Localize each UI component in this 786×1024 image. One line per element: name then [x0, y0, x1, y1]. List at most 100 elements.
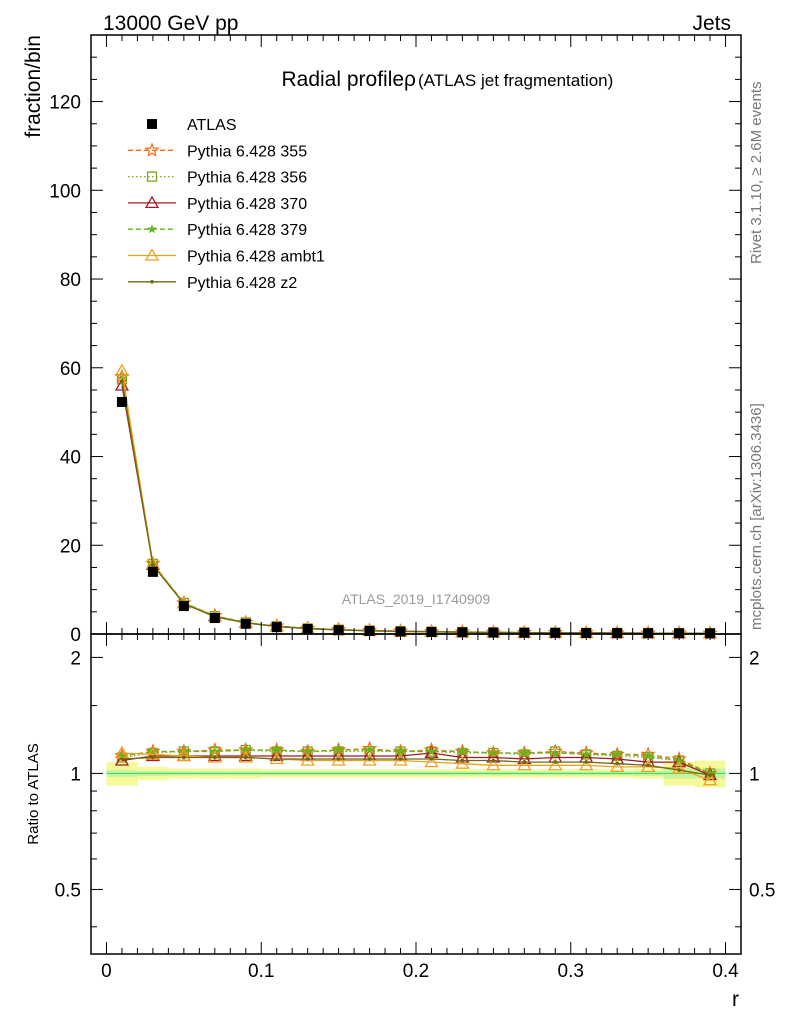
ratio-data-point	[393, 753, 408, 766]
ratio-data-point	[302, 746, 313, 756]
process-label: Jets	[692, 12, 731, 35]
ratio-data-point	[176, 748, 191, 762]
ratio-data-point	[333, 745, 344, 755]
ratio-data-point	[300, 753, 315, 766]
data-point	[114, 363, 130, 377]
data-point	[151, 563, 155, 568]
ratio-data-point	[612, 749, 622, 759]
legend-marker	[147, 119, 157, 129]
ratio-data-point	[336, 757, 341, 761]
legend: ATLAS Pythia 6.428 355 Pythia 6.428 356 Pyt…	[128, 117, 325, 292]
ratio-data-point	[398, 757, 403, 761]
legend-label: Pythia 6.428 z2	[187, 275, 297, 292]
ratio-xlabel: r	[732, 988, 739, 1011]
data-point	[114, 378, 130, 391]
ratio-data-point	[553, 760, 558, 764]
ratio-series-line	[121, 752, 711, 776]
y-tick-label-right: 1	[749, 764, 760, 785]
y-tick-label: 1	[70, 764, 81, 785]
ratio-panel: 0.5 0.5 1 1 2 2 0 0.1 0.2 0.3 0.4 Ratio to ATLAS r	[25, 633, 775, 1011]
ratio-data-point	[148, 746, 158, 756]
ratio-data-point	[426, 746, 437, 756]
ratio-data-point	[395, 746, 406, 756]
y-tick-label: 60	[60, 359, 81, 380]
data-point	[209, 613, 220, 624]
legend-marker	[150, 280, 154, 284]
x-tick-label: 0	[101, 961, 112, 982]
ratio-data-point	[243, 755, 248, 760]
ratio-axis-ticks: 0.5 0.5 1 1 2 2 0 0.1 0.2 0.3 0.4	[55, 634, 775, 982]
ratio-data-point	[457, 746, 468, 756]
main-panel: ATLAS_2019_I1740909 0 20 40 60 80 100 120 frac…	[22, 34, 742, 646]
x-tick-label: 0.1	[248, 961, 274, 982]
ratio-data-point	[584, 760, 589, 764]
y-tick-label: 40	[60, 448, 81, 469]
chart-title-main: Radial profileρ	[281, 68, 416, 91]
ratio-data-point	[429, 757, 434, 761]
y-tick-label-right: 0.5	[749, 880, 775, 901]
data-point	[120, 379, 124, 383]
ratio-data-point	[151, 755, 155, 760]
x-tick-label: 0.2	[403, 961, 429, 982]
ratio-data-point	[674, 755, 684, 765]
data-point	[178, 601, 189, 612]
ratio-series-line	[121, 749, 711, 774]
ratio-data-point	[362, 753, 377, 766]
ratio-data-point	[519, 748, 530, 757]
mcplots-label: mcplots.cern.ch [arXiv:1306.3436]	[748, 403, 765, 630]
y-tick-label: 0.5	[55, 880, 81, 901]
legend-label: Pythia 6.428 379	[187, 222, 307, 239]
chart-title-sub: (ATLAS jet fragmentation)	[418, 71, 613, 90]
ratio-data-point	[238, 748, 253, 762]
ratio-data-point	[548, 757, 563, 771]
ratio-data-point	[671, 761, 687, 774]
ratio-data-point	[424, 754, 439, 768]
ratio-data-point	[241, 745, 251, 755]
x-tick-label: 0.3	[558, 961, 584, 982]
ratio-data-point	[550, 748, 560, 757]
ratio-data-point	[331, 753, 346, 766]
legend-marker	[147, 224, 157, 234]
y-tick-label: 20	[60, 536, 81, 557]
data-point	[147, 566, 158, 577]
main-axis-ticks: 0 20 40 60 80 100 120	[49, 34, 741, 646]
y-tick-label: 80	[60, 270, 81, 291]
ratio-data-point	[517, 757, 532, 771]
ratio-data-point	[364, 745, 375, 755]
energy-label: 13000 GeV pp	[103, 12, 238, 35]
legend-marker	[144, 248, 160, 261]
ratio-data-point	[207, 748, 222, 762]
ratio-data-point	[305, 757, 310, 761]
analysis-id-watermark: ATLAS_2019_I1740909	[342, 591, 491, 607]
ratio-data-point	[677, 768, 681, 772]
data-point	[271, 622, 282, 633]
ratio-data-point	[579, 757, 594, 771]
main-ylabel: fraction/bin	[22, 35, 45, 138]
ratio-ylabel: Ratio to ATLAS	[25, 743, 42, 844]
ratio-data-point	[455, 756, 470, 769]
ratio-data-point	[581, 749, 591, 759]
y-tick-label: 100	[49, 181, 81, 202]
ratio-data-point	[182, 755, 186, 760]
ratio-data-point	[486, 757, 501, 771]
y-tick-label: 0	[70, 625, 81, 646]
ratio-frame	[90, 633, 742, 955]
data-point	[240, 618, 251, 629]
legend-marker	[146, 171, 158, 182]
ratio-series-line	[121, 756, 711, 776]
ratio-data-point	[460, 758, 465, 763]
ratio-data-point	[213, 755, 217, 760]
ratio-data-point	[274, 757, 279, 761]
legend-label: Pythia 6.428 355	[187, 143, 307, 160]
legend-label: Pythia 6.428 ambt1	[187, 249, 325, 266]
legend-label: ATLAS	[187, 117, 237, 134]
ratio-data-point	[522, 760, 527, 764]
ratio-data-point	[488, 748, 499, 757]
ratio-data-point	[238, 750, 253, 763]
ratio-data-point	[615, 761, 619, 766]
y-tick-label-right: 2	[749, 648, 760, 669]
ratio-data-point	[120, 757, 124, 761]
rivet-version-label: Rivet 3.1.10, ≥ 2.6M events	[748, 82, 765, 265]
x-tick-label: 0.4	[712, 961, 739, 982]
